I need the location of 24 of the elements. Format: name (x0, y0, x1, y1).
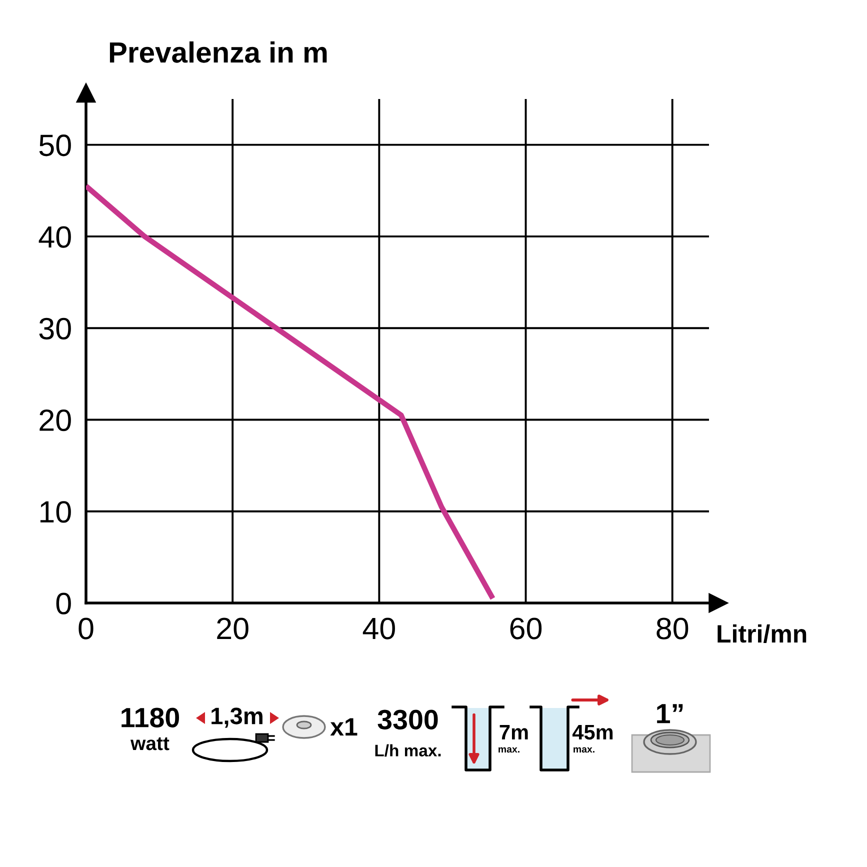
y-tick-label: 10 (40, 501, 71, 523)
text: 1,3m (212, 708, 262, 728)
text: watt (130, 737, 170, 750)
text: 1180 (122, 708, 179, 728)
text: 1” (657, 704, 683, 724)
text: x1 (330, 718, 358, 736)
x-tick-label: 20 (217, 618, 248, 640)
text: 3300 (378, 710, 438, 730)
text: 45m (572, 725, 613, 740)
y-tick-label: 20 (40, 409, 71, 432)
y-tick-label: 50 (39, 134, 71, 156)
text: max. (498, 747, 520, 753)
x-tick-label: 0 (78, 618, 94, 640)
x-tick-label: 60 (510, 618, 542, 640)
x-axis-title: Litri/mn (718, 624, 806, 643)
text: L/h max. (375, 744, 441, 757)
y-axis-title: Prevalenza in m (110, 41, 327, 63)
y-tick-label: 40 (38, 226, 71, 248)
x-tick-label: 40 (362, 618, 395, 640)
y-tick-label: 0 (56, 592, 71, 614)
text: max. (574, 747, 594, 753)
text: 7m (500, 725, 528, 740)
y-tick-label: 30 (39, 318, 71, 340)
x-tick-label: 80 (656, 618, 688, 640)
